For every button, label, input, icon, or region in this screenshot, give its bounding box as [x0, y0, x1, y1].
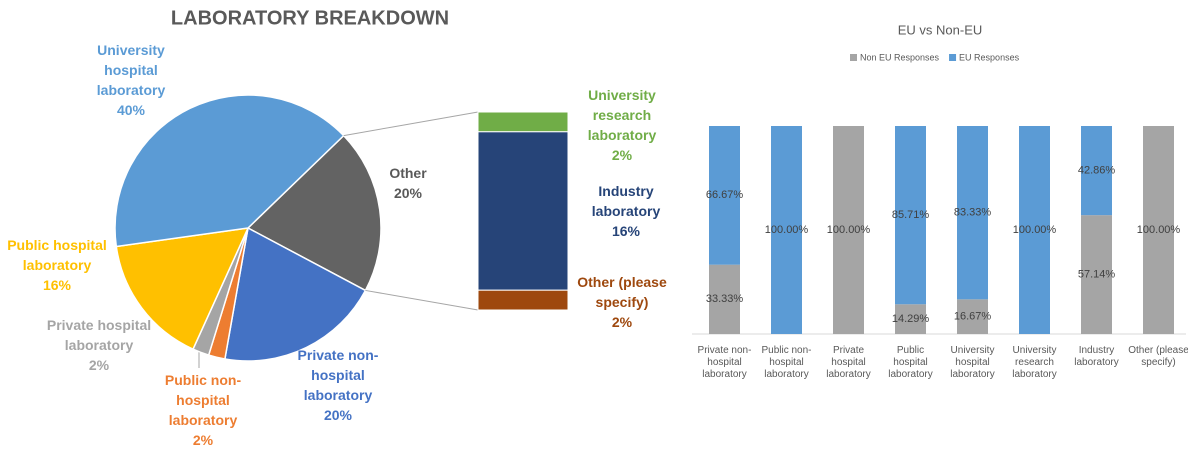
bar-segment: [1143, 126, 1174, 334]
segment-value: 2%: [611, 147, 633, 163]
value-label: 83.33%: [954, 207, 992, 219]
legend-swatch: [949, 54, 957, 61]
segment-name: University research laboratory: [587, 87, 657, 143]
segment-label: Other (please specify) 2%: [567, 272, 677, 332]
pie-slice: [246, 134, 382, 292]
x-tick-label: Other (please specify): [1128, 345, 1188, 368]
slice-name: Private non-hospital laboratory: [297, 347, 379, 403]
value-label: 66.67%: [706, 189, 744, 201]
value-label: 100.00%: [1013, 224, 1057, 236]
bar-segment: [709, 126, 740, 265]
x-tick-label: Private hospital laboratory: [826, 345, 871, 380]
segment-label: University research laboratory 2%: [567, 85, 677, 165]
bar-of-pie-segment: [477, 131, 569, 291]
slice-value: 2%: [88, 357, 110, 373]
slice-name: University hospital laboratory: [96, 42, 166, 98]
segment-label: Industry laboratory 16%: [571, 181, 681, 241]
x-tick-label: Private non-hospital laboratory: [697, 345, 752, 380]
value-label: 42.86%: [1078, 164, 1116, 176]
value-label: 100.00%: [1137, 224, 1181, 236]
pie-slice: [115, 227, 250, 351]
value-label: 100.00%: [827, 224, 871, 236]
x-tick-label: Industry laboratory: [1074, 345, 1119, 368]
slice-name: Public hospital laboratory: [7, 237, 107, 273]
slice-label: University hospital laboratory 40%: [76, 40, 186, 120]
value-label: 57.14%: [1078, 268, 1116, 280]
segment-value: 16%: [611, 223, 641, 239]
slice-name: Private hospital laboratory: [46, 317, 152, 353]
value-label: 14.29%: [892, 313, 930, 325]
bar-segment: [1019, 126, 1050, 334]
segment-name: Industry laboratory: [591, 183, 661, 219]
slice-value: 20%: [323, 407, 353, 423]
slice-label: Private hospital laboratory 2%: [29, 315, 169, 375]
slice-value: 20%: [393, 185, 423, 201]
bar-of-pie-segment: [477, 111, 569, 133]
bar-segment: [957, 299, 988, 334]
legend-label: EU Responses: [959, 52, 1020, 62]
connector: [365, 289, 479, 311]
slice-name: Other: [389, 165, 427, 181]
bar-segment: [895, 126, 926, 305]
slice-value: 16%: [42, 277, 72, 293]
bar-segment: [895, 304, 926, 334]
bar-of-pie-segment: [477, 289, 569, 311]
slice-value: 2%: [192, 432, 214, 448]
bar-segment: [1081, 126, 1112, 216]
pie-slice: [114, 94, 345, 248]
x-tick-label: Public non-hospital laboratory: [761, 345, 812, 380]
bar-segment: [833, 126, 864, 334]
slice-name: Public non-hospital laboratory: [164, 372, 242, 428]
bar-segment: [709, 264, 740, 334]
slice-label: Public hospital laboratory 16%: [0, 235, 117, 295]
bar-segment: [771, 126, 802, 334]
bar-segment: [957, 126, 988, 300]
segment-value: 2%: [611, 314, 633, 330]
pie-slice: [224, 226, 367, 362]
bar-title: EU vs Non-EU: [898, 22, 983, 37]
value-label: 100.00%: [765, 224, 809, 236]
slice-label: Private non-hospital laboratory 20%: [288, 345, 388, 425]
legend-swatch: [850, 54, 857, 61]
x-tick-label: University hospital laboratory: [950, 345, 995, 380]
value-label: 85.71%: [892, 209, 930, 221]
slice-value: 40%: [116, 102, 146, 118]
x-tick-label: Public hospital laboratory: [888, 345, 933, 380]
value-label: 33.33%: [706, 293, 744, 305]
slice-label: Other 20%: [378, 163, 438, 203]
x-tick-label: University research laboratory: [1012, 345, 1057, 380]
segment-name: Other (please specify): [577, 274, 667, 310]
slice-label: Public non-hospital laboratory 2%: [158, 370, 248, 450]
pie-title: LABORATORY BREAKDOWN: [171, 7, 449, 29]
legend-label: Non EU Responses: [860, 52, 940, 62]
value-label: 16.67%: [954, 311, 992, 323]
bar-segment: [1081, 215, 1112, 334]
connector: [343, 111, 479, 137]
